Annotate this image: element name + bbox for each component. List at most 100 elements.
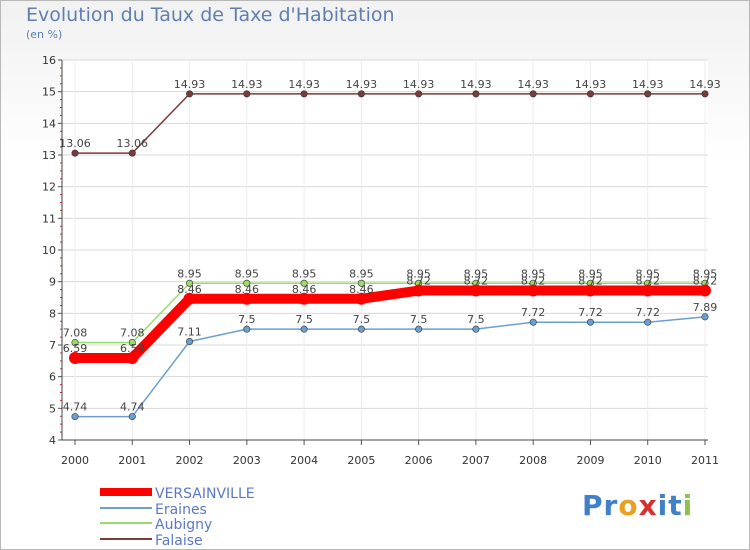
x-tick-label: 2007 [462, 454, 490, 467]
data-point [71, 149, 79, 157]
data-label: 14.93 [575, 78, 607, 91]
proxiti-logo: Proxiti [582, 489, 693, 522]
x-tick-label: 2006 [405, 454, 433, 467]
x-tick-label: 2001 [118, 454, 146, 467]
data-point [701, 90, 709, 98]
data-label: 14.93 [174, 78, 206, 91]
data-point [644, 90, 652, 98]
x-tick-label: 2008 [519, 454, 547, 467]
data-label: 8.46 [235, 283, 260, 296]
data-point [472, 90, 480, 98]
data-label: 14.93 [460, 78, 492, 91]
data-label: 14.93 [346, 78, 378, 91]
series-line [75, 93, 705, 154]
series-aubigny: 7.08 7.08 8.95 8.95 8.95 8.95 8.95 8.95 8.95 8.95… [63, 267, 717, 346]
data-point [243, 90, 251, 98]
data-label: 8.95 [177, 267, 202, 280]
data-label: 7.5 [238, 313, 256, 326]
data-label: 14.93 [288, 78, 320, 91]
y-tick-label: 12 [42, 181, 56, 194]
data-point [355, 292, 368, 305]
x-tick-label: 2000 [61, 454, 89, 467]
data-label: 14.93 [403, 78, 435, 91]
data-label: 7.72 [578, 306, 603, 319]
data-point [472, 325, 480, 333]
data-point [357, 279, 365, 287]
legend-label: VERSAINVILLE [155, 486, 255, 502]
data-point [586, 90, 594, 98]
data-label: 14.93 [231, 78, 263, 91]
series-falaise: 13.06 13.06 14.93 14.93 14.93 14.93 14.93 14.93… [59, 78, 721, 157]
x-tick-label: 2004 [290, 454, 318, 467]
data-label: 8.72 [635, 275, 660, 288]
data-label: 7.5 [353, 313, 371, 326]
data-point [186, 90, 194, 98]
data-point [357, 325, 365, 333]
y-tick-label: 15 [42, 86, 56, 99]
y-tick-label: 7 [49, 339, 56, 352]
data-point [186, 338, 194, 346]
data-point [186, 279, 194, 287]
data-point [69, 351, 81, 364]
data-point [128, 413, 136, 421]
data-point [584, 284, 597, 297]
data-label: 8.72 [521, 275, 546, 288]
legend-label: Eraines [155, 502, 207, 518]
logo-letter: t [668, 489, 683, 522]
legend-item-eraines: Eraines [100, 502, 207, 518]
y-tick-label: 16 [42, 54, 56, 67]
logo-letter: P [582, 489, 604, 522]
chart-title: Evolution du Taux de Taxe d'Habitation [26, 4, 395, 26]
data-label: 7.5 [410, 313, 428, 326]
data-label: 8.72 [406, 275, 431, 288]
y-tick-label: 14 [42, 117, 56, 130]
data-point [183, 292, 196, 305]
y-tick-label: 13 [42, 149, 56, 162]
data-point [300, 279, 308, 287]
data-label: 8.46 [177, 283, 202, 296]
data-point [126, 351, 139, 364]
data-label: 7.72 [635, 306, 660, 319]
data-point [71, 338, 79, 346]
data-label: 6.59 [120, 342, 145, 355]
data-label: 13.06 [59, 137, 91, 150]
data-point [240, 292, 253, 305]
data-point [469, 284, 482, 297]
data-label: 8.95 [578, 267, 603, 280]
data-label: 4.74 [63, 401, 88, 414]
legend-label: Falaise [155, 533, 203, 549]
data-label: 8.72 [464, 275, 489, 288]
data-label: 7.5 [295, 313, 313, 326]
y-tick-label: 11 [42, 212, 56, 225]
legend-item-falaise: Falaise [100, 533, 203, 549]
data-point [71, 413, 79, 421]
series-line [75, 316, 706, 418]
data-point [415, 325, 423, 333]
x-tick-label: 2009 [576, 454, 604, 467]
data-label: 13.06 [117, 137, 149, 150]
data-label: 8.95 [292, 267, 317, 280]
data-point [298, 292, 311, 305]
x-tick-label: 2005 [347, 454, 375, 467]
data-label: 14.93 [632, 78, 664, 91]
data-label: 7.89 [693, 301, 718, 314]
series-eraines: 4.74 4.74 7.11 7.5 7.5 7.5 7.5 7.5 7.72 7.72 7.72 7… [63, 301, 718, 421]
data-label: 8.95 [464, 267, 489, 280]
data-label: 4.74 [120, 401, 145, 414]
logo-letter: i [657, 489, 669, 522]
legend-item-versainville: VERSAINVILLE [100, 486, 255, 502]
y-tick-label: 9 [49, 276, 56, 289]
data-point [128, 149, 136, 157]
data-point [415, 90, 423, 98]
data-point [300, 90, 308, 98]
data-point [641, 284, 654, 297]
legend-label: Aubigny [155, 517, 212, 533]
data-label: 7.08 [120, 326, 145, 339]
data-point [529, 318, 537, 326]
data-label: 8.46 [349, 283, 374, 296]
x-tick-label: 2011 [691, 454, 719, 467]
data-point [699, 284, 711, 297]
data-label: 8.72 [578, 275, 603, 288]
data-label: 8.72 [693, 275, 718, 288]
